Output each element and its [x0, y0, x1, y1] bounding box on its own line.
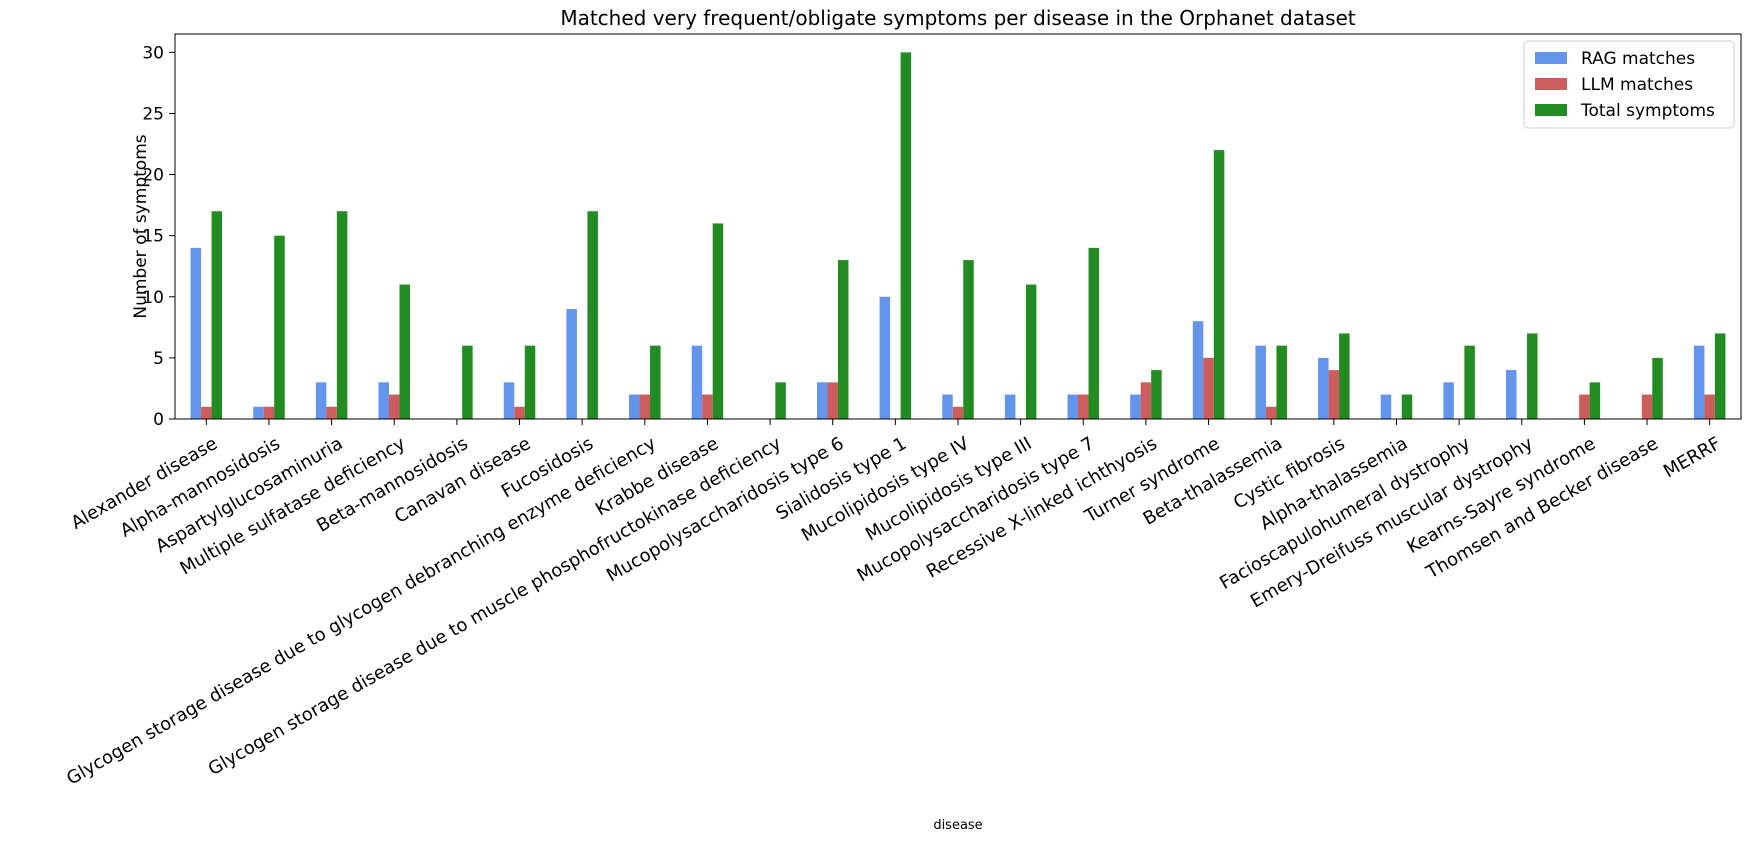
bar-total-symptoms-mucolipidosis-type-iv [963, 260, 974, 419]
bar-llm-matches-mucolipidosis-type-iv [952, 406, 964, 419]
bar-rag-matches-beta-thalassemia [1255, 345, 1266, 419]
bar-rag-matches-aspartylglucosaminuria [315, 382, 327, 419]
bar-total-symptoms-thomsen-and-becker-disease [1652, 357, 1663, 419]
bar-total-symptoms-cystic-fibrosis [1339, 333, 1350, 419]
legend-swatch-llm-matches [1535, 78, 1567, 90]
y-tick-label: 0 [153, 410, 164, 430]
legend: RAG matches LLM matches Total symptoms [1523, 40, 1735, 129]
bar-rag-matches-cystic-fibrosis [1318, 357, 1329, 419]
x-axis-label: disease [933, 818, 982, 833]
bar-rag-matches-mucopolysaccharidosis-type-7 [1067, 394, 1079, 419]
bar-llm-matches-mucopolysaccharidosis-type-7 [1078, 394, 1089, 419]
legend-swatch-total-symptoms [1535, 104, 1567, 116]
bar-total-symptoms-recessive-x-linked-ichthyosis [1151, 370, 1162, 419]
bar-total-symptoms-mucopolysaccharidosis-type-6 [837, 260, 849, 419]
bar-total-symptoms-kearns-sayre-syndrome [1589, 382, 1601, 419]
bar-rag-matches-merrf [1693, 345, 1705, 419]
bar-total-symptoms-krabbe-disease [712, 223, 724, 419]
bar-total-symptoms-canavan-disease [524, 345, 536, 419]
bar-rag-matches-alpha-thalassemia [1380, 394, 1392, 419]
bar-rag-matches-emery-dreifuss-muscular-dystrophy [1506, 370, 1517, 419]
bar-total-symptoms-alexander-disease [211, 211, 223, 419]
bar-rag-matches-krabbe-disease [691, 345, 703, 419]
bar-total-symptoms-alpha-thalassemia [1401, 394, 1413, 419]
bar-rag-matches-recessive-x-linked-ichthyosis [1130, 394, 1141, 419]
y-tick-label: 10 [142, 288, 164, 308]
bar-total-symptoms-fucosidosis [587, 211, 598, 419]
legend-swatch-rag-matches [1535, 52, 1567, 64]
chart-title: Matched very frequent/obligate symptoms … [560, 6, 1355, 30]
x-axis: Alexander diseaseAlpha-mannosidosisAspar… [63, 419, 1724, 790]
legend-label-rag-matches: RAG matches [1581, 49, 1695, 69]
bar-total-symptoms-beta-mannosidosis [462, 345, 473, 419]
bar-llm-matches-alpha-mannosidosis [263, 406, 275, 419]
y-tick-label: 30 [142, 43, 164, 63]
bar-total-symptoms-glycogen-storage-disease-due-to-glycogen-debranching-enzyme-deficiency [650, 345, 661, 419]
bar-rag-matches-glycogen-storage-disease-due-to-glycogen-debranching-enzyme-deficiency [629, 394, 640, 419]
bar-total-symptoms-facioscapulohumeral-dystrophy [1464, 345, 1475, 419]
x-tick-label-merrf: MERRF [1660, 433, 1724, 482]
y-axis-label: Number of symptoms [131, 134, 151, 318]
bar-rag-matches-mucolipidosis-type-iv [942, 394, 953, 419]
bar-llm-matches-krabbe-disease [702, 394, 713, 419]
y-tick-label: 5 [153, 349, 164, 369]
bar-rag-matches-sialidosis-type-1 [879, 296, 891, 419]
bar-rag-matches-alpha-mannosidosis [253, 406, 264, 419]
bar-llm-matches-kearns-sayre-syndrome [1579, 394, 1590, 419]
bar-rag-matches-turner-syndrome [1192, 321, 1204, 419]
x-tick-label-glycogen-storage-disease-due-to-muscle-phosphofructokinase-deficiency: Glycogen storage disease due to muscle p… [205, 433, 785, 780]
bar-total-symptoms-beta-thalassemia [1276, 345, 1287, 419]
bar-rag-matches-canavan-disease [503, 382, 515, 419]
bar-total-symptoms-aspartylglucosaminuria [336, 211, 348, 419]
bar-total-symptoms-turner-syndrome [1213, 150, 1225, 419]
bar-rag-matches-mucopolysaccharidosis-type-6 [816, 382, 828, 419]
legend-box [1523, 40, 1735, 129]
y-tick-label: 15 [142, 227, 164, 247]
bar-total-symptoms-mucolipidosis-type-iii [1025, 284, 1037, 419]
bar-llm-matches-cystic-fibrosis [1328, 370, 1340, 419]
bar-rag-matches-mucolipidosis-type-iii [1004, 394, 1016, 419]
bar-rag-matches-alexander-disease [190, 247, 202, 419]
bar-total-symptoms-sialidosis-type-1 [900, 52, 912, 419]
bar-total-symptoms-mucopolysaccharidosis-type-7 [1088, 247, 1100, 419]
y-tick-label: 25 [142, 104, 164, 124]
bar-llm-matches-glycogen-storage-disease-due-to-glycogen-debranching-enzyme-deficiency [639, 394, 651, 419]
bar-rag-matches-fucosidosis [566, 309, 577, 419]
bar-total-symptoms-merrf [1714, 333, 1726, 419]
bar-llm-matches-turner-syndrome [1203, 357, 1214, 419]
plot-frame [174, 33, 1742, 420]
bar-llm-matches-alexander-disease [201, 406, 212, 419]
bar-llm-matches-beta-thalassemia [1265, 406, 1277, 419]
bar-llm-matches-mucopolysaccharidosis-type-6 [827, 382, 838, 419]
bars-group [190, 52, 1726, 419]
bar-llm-matches-aspartylglucosaminuria [326, 406, 337, 419]
bar-total-symptoms-emery-dreifuss-muscular-dystrophy [1527, 333, 1538, 419]
bar-llm-matches-thomsen-and-becker-disease [1641, 394, 1653, 419]
bar-llm-matches-multiple-sulfatase-deficiency [388, 394, 400, 419]
legend-label-llm-matches: LLM matches [1581, 75, 1693, 95]
legend-label-total-symptoms: Total symptoms [1580, 101, 1715, 121]
bar-total-symptoms-multiple-sulfatase-deficiency [399, 284, 410, 419]
bar-llm-matches-canavan-disease [514, 406, 525, 419]
bar-rag-matches-facioscapulohumeral-dystrophy [1443, 382, 1454, 419]
bar-llm-matches-recessive-x-linked-ichthyosis [1140, 382, 1152, 419]
bar-rag-matches-multiple-sulfatase-deficiency [378, 382, 389, 419]
y-axis: 0 5 10 15 20 25 30 [142, 43, 175, 430]
y-tick-label: 20 [142, 166, 164, 186]
bar-total-symptoms-alpha-mannosidosis [274, 235, 285, 419]
bar-total-symptoms-glycogen-storage-disease-due-to-muscle-phosphofructokinase-deficiency [775, 382, 786, 419]
bar-llm-matches-merrf [1704, 394, 1715, 419]
